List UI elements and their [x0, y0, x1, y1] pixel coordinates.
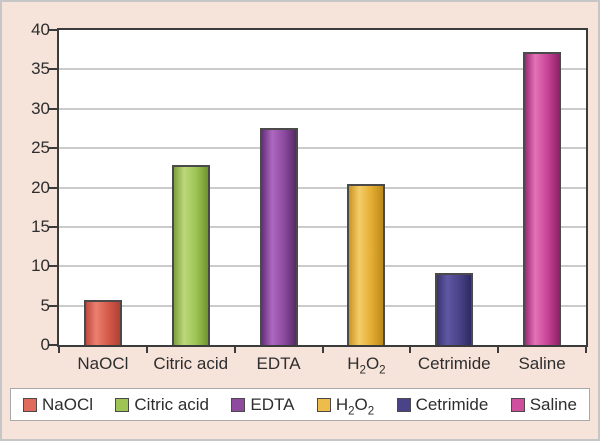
y-tick-label: 20	[31, 177, 50, 197]
y-axis-tick	[49, 265, 57, 268]
y-axis-tick	[49, 107, 57, 110]
y-tick-label: 40	[31, 20, 50, 39]
x-axis-tick	[409, 347, 412, 353]
legend-item-naocl: NaOCl	[23, 395, 93, 415]
y-axis-tick	[49, 344, 57, 346]
y-axis-tick	[49, 147, 57, 150]
gridline	[59, 68, 586, 71]
legend-label: EDTA	[250, 394, 295, 414]
x-tick-label-cetrimide: Cetrimide	[417, 354, 491, 373]
gridline	[59, 304, 586, 307]
y-axis-tick	[49, 186, 57, 189]
legend-swatch-naocl	[23, 397, 37, 412]
gridline	[59, 147, 586, 150]
bar-h2o2	[347, 183, 386, 345]
y-axis-tick	[49, 225, 57, 228]
y-tick-label: 5	[40, 295, 50, 315]
gridline	[59, 186, 586, 189]
gridline	[59, 265, 586, 268]
legend-item-saline: Saline	[510, 394, 577, 415]
x-axis-tick	[145, 347, 148, 353]
y-tick-label: 10	[31, 256, 50, 276]
bar-cetrimide	[435, 273, 474, 345]
gridline	[59, 225, 586, 228]
x-axis-tick	[58, 347, 60, 353]
legend-item-edta: EDTA	[231, 395, 294, 415]
legend-item-cetrimide: Cetrimide	[396, 394, 489, 415]
legend-label: Citric acid	[134, 394, 210, 414]
x-axis-tick	[585, 347, 587, 353]
gridline	[59, 107, 586, 110]
y-axis-tick	[49, 304, 57, 307]
legend: NaOCl Citric acid EDTA H2O2 Cetrimide Saline	[10, 388, 590, 421]
legend-swatch-citric-acid	[115, 397, 130, 412]
x-tick-label-citric-acid: Citric acid	[153, 354, 229, 373]
plot-area	[57, 28, 588, 347]
x-axis-tick	[233, 347, 236, 353]
x-tick-label-edta: EDTA	[256, 354, 301, 373]
x-tick-label-naocl: NaOCl	[77, 354, 129, 373]
x-axis-tick	[321, 347, 324, 353]
bar-edta	[259, 128, 298, 345]
legend-item-h2o2: H2O2	[316, 394, 375, 417]
legend-swatch-cetrimide	[396, 397, 411, 412]
legend-label: Cetrimide	[415, 394, 489, 414]
y-tick-label: 0	[40, 335, 50, 354]
y-tick-label: 30	[31, 98, 50, 118]
x-axis-tick	[497, 347, 500, 353]
legend-item-citric-acid: Citric acid	[115, 395, 209, 415]
y-tick-label: 15	[31, 216, 50, 236]
x-tick-label-h2o2: H2O2	[347, 354, 386, 377]
y-axis-tick	[49, 29, 57, 31]
y-tick-label: 35	[31, 59, 50, 79]
legend-swatch-saline	[510, 397, 525, 412]
legend-label: NaOCl	[42, 394, 94, 414]
bar-naocl	[83, 300, 122, 345]
legend-swatch-h2o2	[316, 397, 331, 412]
bar-saline	[523, 52, 562, 345]
legend-label: H2O2	[335, 394, 375, 417]
y-axis-tick	[49, 68, 57, 71]
legend-swatch-edta	[231, 397, 246, 412]
legend-label: Saline	[529, 394, 577, 414]
x-tick-label-saline: Saline	[518, 354, 566, 373]
bar-citric-acid	[171, 164, 210, 345]
y-tick-label: 25	[31, 138, 50, 158]
